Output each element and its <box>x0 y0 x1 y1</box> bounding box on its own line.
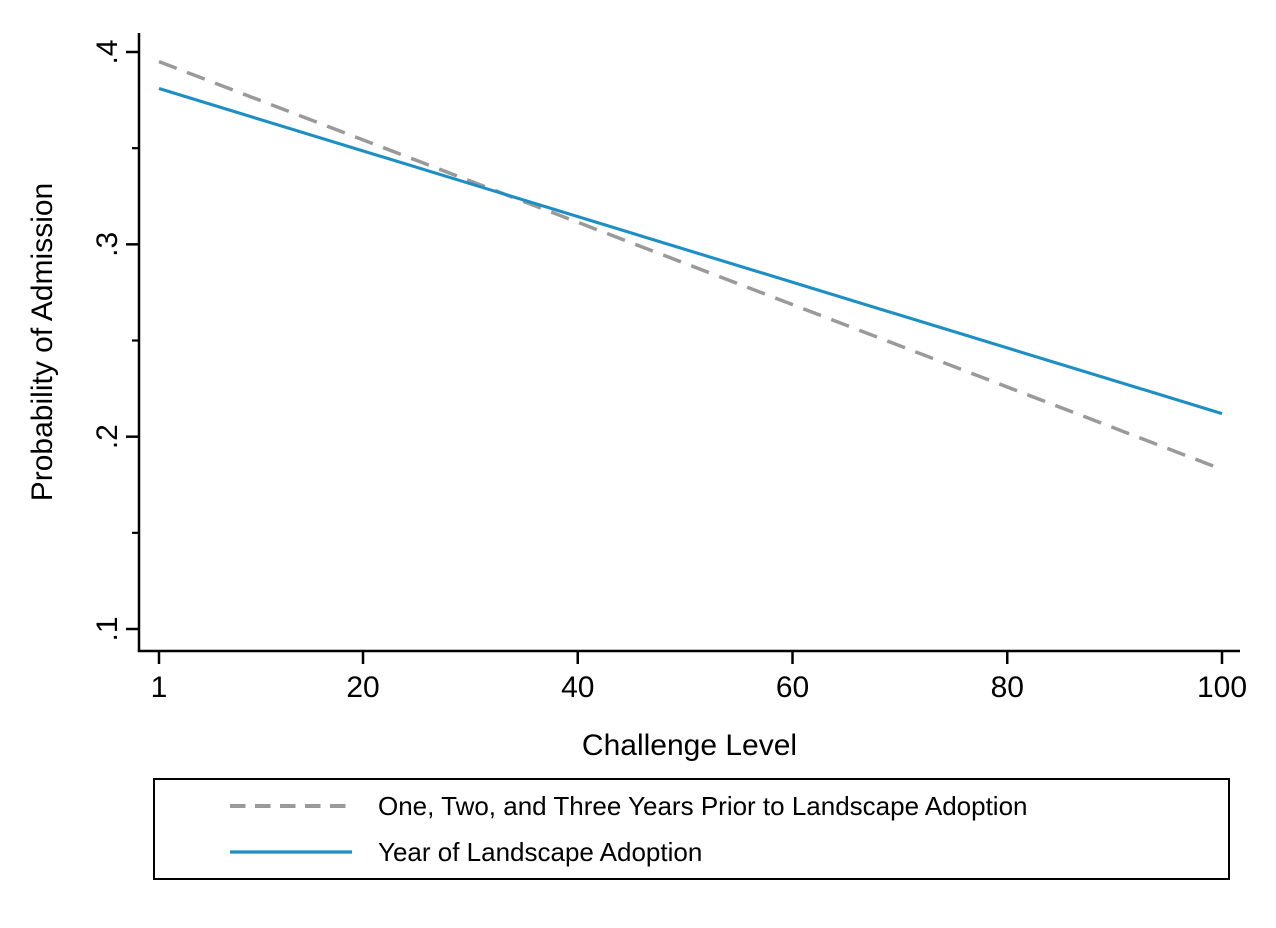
legend-label-adoption-year: Year of Landscape Adoption <box>378 837 703 867</box>
x-axis-title: Challenge Level <box>582 729 797 762</box>
axes-group: .1 .2 .3 .4 1 20 40 60 80 100 Challenge Level Proba… <box>26 33 1247 762</box>
x-tick-label: 100 <box>1197 671 1247 704</box>
series-group <box>158 59 1223 471</box>
legend-row-adoption-year: Year of Landscape Adoption <box>155 829 1228 875</box>
solid-line-sample-icon <box>230 850 352 854</box>
dashed-line-sample-icon <box>230 804 352 808</box>
x-tick-label: 80 <box>991 671 1024 704</box>
y-tick-label: .1 <box>91 616 124 641</box>
legend: One, Two, and Three Years Prior to Lands… <box>153 778 1230 880</box>
legend-label-prior: One, Two, and Three Years Prior to Lands… <box>378 791 1028 821</box>
x-tick-label: 40 <box>561 671 594 704</box>
series-line-adoption-year <box>158 87 1223 416</box>
y-tick-label: .3 <box>91 232 124 257</box>
y-axis-title: Probability of Admission <box>26 183 59 502</box>
y-tick-label: .4 <box>91 39 124 64</box>
legend-row-prior: One, Two, and Three Years Prior to Lands… <box>155 783 1228 829</box>
y-tick-label: .2 <box>91 424 124 449</box>
x-tick-label: 1 <box>151 671 168 704</box>
x-tick-label: 20 <box>346 671 379 704</box>
series-line-prior <box>158 59 1223 471</box>
x-tick-label: 60 <box>776 671 809 704</box>
